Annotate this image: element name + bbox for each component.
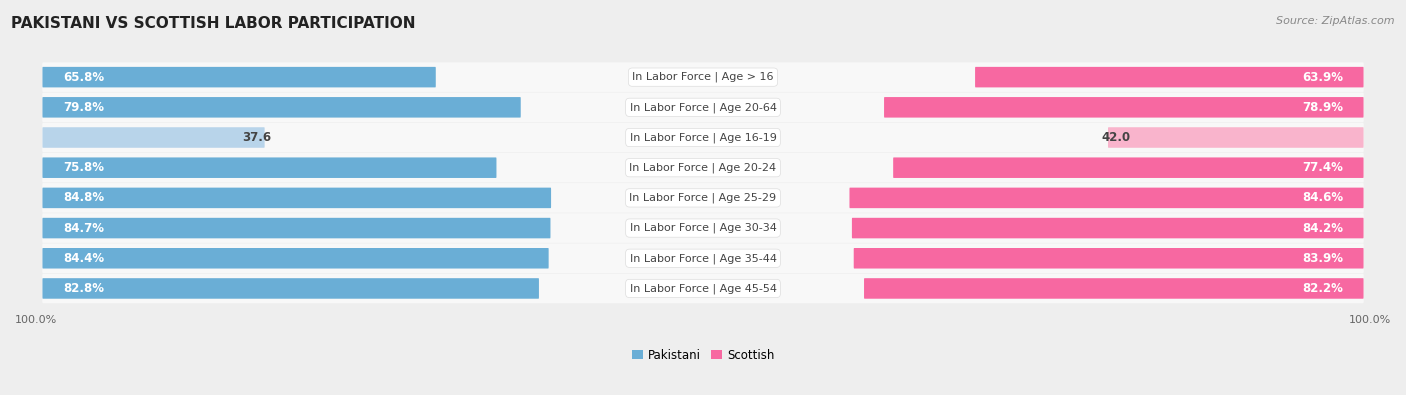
- Text: 82.8%: 82.8%: [63, 282, 104, 295]
- Text: In Labor Force | Age 16-19: In Labor Force | Age 16-19: [630, 132, 776, 143]
- FancyBboxPatch shape: [42, 243, 1364, 273]
- FancyBboxPatch shape: [42, 158, 496, 178]
- Text: 42.0: 42.0: [1102, 131, 1130, 144]
- FancyBboxPatch shape: [976, 67, 1364, 87]
- Text: In Labor Force | Age 35-44: In Labor Force | Age 35-44: [630, 253, 776, 263]
- FancyBboxPatch shape: [42, 218, 551, 238]
- FancyBboxPatch shape: [42, 62, 1364, 92]
- Text: 75.8%: 75.8%: [63, 161, 104, 174]
- FancyBboxPatch shape: [893, 158, 1364, 178]
- Legend: Pakistani, Scottish: Pakistani, Scottish: [631, 349, 775, 362]
- FancyBboxPatch shape: [42, 278, 538, 299]
- Text: 84.6%: 84.6%: [1302, 192, 1343, 204]
- FancyBboxPatch shape: [42, 188, 551, 208]
- Text: Source: ZipAtlas.com: Source: ZipAtlas.com: [1277, 16, 1395, 26]
- Text: 37.6: 37.6: [242, 131, 271, 144]
- Text: In Labor Force | Age 45-54: In Labor Force | Age 45-54: [630, 283, 776, 294]
- FancyBboxPatch shape: [865, 278, 1364, 299]
- FancyBboxPatch shape: [42, 153, 1364, 182]
- FancyBboxPatch shape: [42, 97, 520, 118]
- FancyBboxPatch shape: [853, 248, 1364, 269]
- FancyBboxPatch shape: [42, 123, 1364, 152]
- Text: 84.2%: 84.2%: [1302, 222, 1343, 235]
- Text: 84.7%: 84.7%: [63, 222, 104, 235]
- FancyBboxPatch shape: [42, 213, 1364, 243]
- Text: In Labor Force | Age 30-34: In Labor Force | Age 30-34: [630, 223, 776, 233]
- Text: 77.4%: 77.4%: [1302, 161, 1343, 174]
- FancyBboxPatch shape: [1108, 127, 1364, 148]
- FancyBboxPatch shape: [42, 67, 436, 87]
- Text: 63.9%: 63.9%: [1302, 71, 1343, 84]
- Text: 84.4%: 84.4%: [63, 252, 104, 265]
- FancyBboxPatch shape: [42, 183, 1364, 213]
- Text: In Labor Force | Age 20-24: In Labor Force | Age 20-24: [630, 162, 776, 173]
- Text: In Labor Force | Age 20-64: In Labor Force | Age 20-64: [630, 102, 776, 113]
- Text: 65.8%: 65.8%: [63, 71, 104, 84]
- Text: PAKISTANI VS SCOTTISH LABOR PARTICIPATION: PAKISTANI VS SCOTTISH LABOR PARTICIPATIO…: [11, 16, 416, 31]
- Text: 84.8%: 84.8%: [63, 192, 104, 204]
- FancyBboxPatch shape: [42, 92, 1364, 122]
- FancyBboxPatch shape: [852, 218, 1364, 238]
- Text: 82.2%: 82.2%: [1302, 282, 1343, 295]
- Text: In Labor Force | Age 25-29: In Labor Force | Age 25-29: [630, 193, 776, 203]
- Text: 83.9%: 83.9%: [1302, 252, 1343, 265]
- Text: 78.9%: 78.9%: [1302, 101, 1343, 114]
- Text: 79.8%: 79.8%: [63, 101, 104, 114]
- FancyBboxPatch shape: [884, 97, 1364, 118]
- Text: In Labor Force | Age > 16: In Labor Force | Age > 16: [633, 72, 773, 83]
- FancyBboxPatch shape: [42, 127, 264, 148]
- FancyBboxPatch shape: [42, 274, 1364, 303]
- FancyBboxPatch shape: [42, 248, 548, 269]
- FancyBboxPatch shape: [849, 188, 1364, 208]
